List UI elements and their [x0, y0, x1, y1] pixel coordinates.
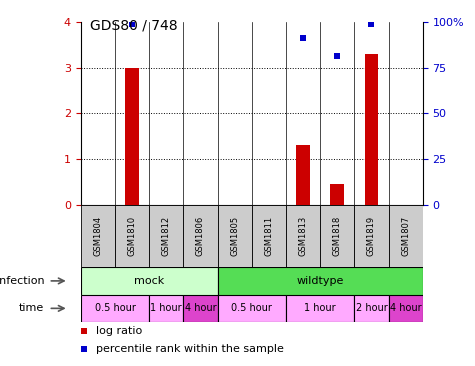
- Text: GSM1806: GSM1806: [196, 216, 205, 256]
- Text: GDS80 / 748: GDS80 / 748: [90, 18, 178, 32]
- Bar: [125, 68, 139, 205]
- Text: GSM1804: GSM1804: [94, 216, 102, 256]
- Bar: [389, 295, 423, 322]
- Text: wildtype: wildtype: [296, 276, 344, 286]
- Text: log ratio: log ratio: [96, 326, 142, 336]
- Text: mock: mock: [134, 276, 164, 286]
- Text: GSM1819: GSM1819: [367, 216, 376, 256]
- Text: infection: infection: [0, 276, 45, 286]
- Text: 4 hour: 4 hour: [390, 303, 421, 313]
- Bar: [149, 205, 183, 267]
- Bar: [320, 205, 354, 267]
- Text: 1 hour: 1 hour: [151, 303, 182, 313]
- Text: percentile rank within the sample: percentile rank within the sample: [96, 344, 284, 354]
- Bar: [365, 54, 378, 205]
- Text: GSM1805: GSM1805: [230, 216, 239, 256]
- Text: GSM1813: GSM1813: [299, 216, 307, 256]
- Bar: [218, 267, 423, 295]
- Text: GSM1812: GSM1812: [162, 216, 171, 256]
- Bar: [81, 295, 149, 322]
- Text: 0.5 hour: 0.5 hour: [231, 303, 272, 313]
- Bar: [286, 295, 354, 322]
- Text: time: time: [19, 303, 45, 313]
- Bar: [296, 145, 310, 205]
- Bar: [183, 295, 218, 322]
- Bar: [286, 205, 320, 267]
- Bar: [218, 295, 286, 322]
- Text: 4 hour: 4 hour: [185, 303, 216, 313]
- Text: GSM1807: GSM1807: [401, 216, 410, 256]
- Bar: [354, 295, 389, 322]
- Text: 1 hour: 1 hour: [304, 303, 336, 313]
- Text: GSM1818: GSM1818: [333, 216, 342, 256]
- Text: GSM1810: GSM1810: [128, 216, 136, 256]
- Text: 0.5 hour: 0.5 hour: [95, 303, 135, 313]
- Bar: [331, 184, 344, 205]
- Bar: [149, 295, 183, 322]
- Text: 2 hour: 2 hour: [356, 303, 387, 313]
- Bar: [183, 205, 218, 267]
- Bar: [252, 205, 286, 267]
- Bar: [389, 205, 423, 267]
- Bar: [354, 205, 389, 267]
- Text: GSM1811: GSM1811: [265, 216, 273, 256]
- Bar: [115, 205, 149, 267]
- Bar: [81, 205, 115, 267]
- Bar: [81, 267, 218, 295]
- Bar: [218, 205, 252, 267]
